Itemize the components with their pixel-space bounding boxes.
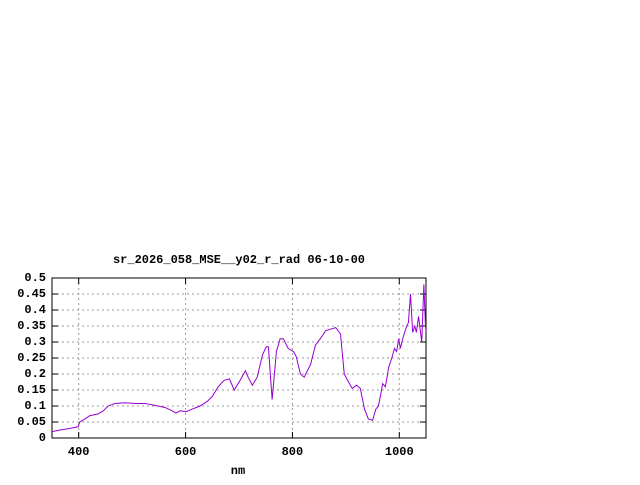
- chart-title: sr_2026_058_MSE__y02_r_rad 06-10-00: [113, 253, 365, 267]
- x-axis-label: nm: [231, 464, 245, 478]
- x-tick-label: 800: [282, 445, 304, 459]
- plot-frame: [51, 277, 427, 439]
- x-tick-label: 400: [68, 445, 90, 459]
- x-tick-label: 1000: [385, 445, 414, 459]
- data-line: [51, 284, 427, 433]
- y-tick-label: 0.1: [24, 399, 46, 413]
- y-tick-label: 0.45: [17, 287, 46, 301]
- y-tick-label: 0.25: [17, 351, 46, 365]
- y-tick-label: 0.35: [17, 319, 46, 333]
- y-tick-label: 0.5: [24, 271, 46, 285]
- y-tick-label: 0.2: [24, 367, 46, 381]
- y-tick-label: 0.05: [17, 415, 46, 429]
- y-tick-label: 0: [39, 431, 46, 445]
- y-tick-label: 0.15: [17, 383, 46, 397]
- x-tick-label: 600: [175, 445, 197, 459]
- y-tick-label: 0.4: [24, 303, 46, 317]
- y-tick-label: 0.3: [24, 335, 46, 349]
